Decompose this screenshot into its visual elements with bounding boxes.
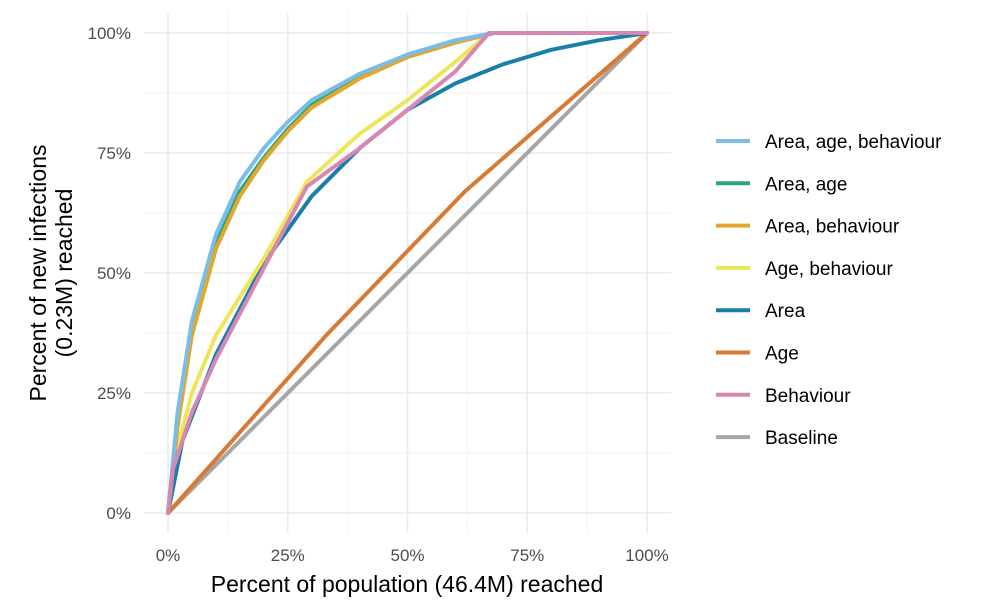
series-line-behaviour bbox=[166, 31, 649, 515]
y-axis-title: Percent of new infections (0.23M) reache… bbox=[25, 145, 77, 402]
legend-label-baseline: Baseline bbox=[765, 428, 838, 449]
y-tick-label: 75% bbox=[97, 144, 131, 163]
x-tick-label: 75% bbox=[510, 546, 544, 565]
legend: Area, age, behaviour Area, age Area, behav… bbox=[716, 132, 942, 449]
y-axis-title-line-2: (0.23M) reached bbox=[51, 189, 77, 358]
legend-label-area-age: Area, age bbox=[765, 174, 847, 195]
series-line-age-behaviour bbox=[166, 31, 649, 515]
legend-label-area-age-behaviour: Area, age, behaviour bbox=[765, 132, 942, 153]
x-axis: 0% 25% 50% 75% 100% bbox=[156, 546, 669, 565]
x-tick-label: 25% bbox=[271, 546, 305, 565]
y-tick-label: 25% bbox=[97, 384, 131, 403]
series-line-area-age-behaviour bbox=[166, 31, 649, 515]
legend-label-age: Age bbox=[765, 344, 799, 365]
series-line-baseline bbox=[166, 31, 649, 515]
plot-area bbox=[166, 31, 649, 515]
y-axis-title-line-1: Percent of new infections bbox=[25, 145, 51, 402]
legend-label-area: Area bbox=[765, 301, 806, 322]
y-tick-label: 100% bbox=[88, 24, 131, 43]
legend-label-area-behaviour: Area, behaviour bbox=[765, 217, 900, 238]
y-tick-label: 0% bbox=[106, 504, 131, 523]
x-tick-label: 0% bbox=[156, 546, 181, 565]
legend-label-behaviour: Behaviour bbox=[765, 386, 851, 407]
legend-label-age-behaviour: Age, behaviour bbox=[765, 259, 893, 280]
x-tick-label: 100% bbox=[625, 546, 668, 565]
series-line-age bbox=[166, 31, 649, 515]
x-tick-label: 50% bbox=[390, 546, 424, 565]
series-line-area-behaviour bbox=[166, 31, 649, 515]
y-axis: 0% 25% 50% 75% 100% bbox=[88, 24, 131, 523]
x-axis-title: Percent of population (46.4M) reached bbox=[211, 571, 604, 597]
y-tick-label: 50% bbox=[97, 264, 131, 283]
